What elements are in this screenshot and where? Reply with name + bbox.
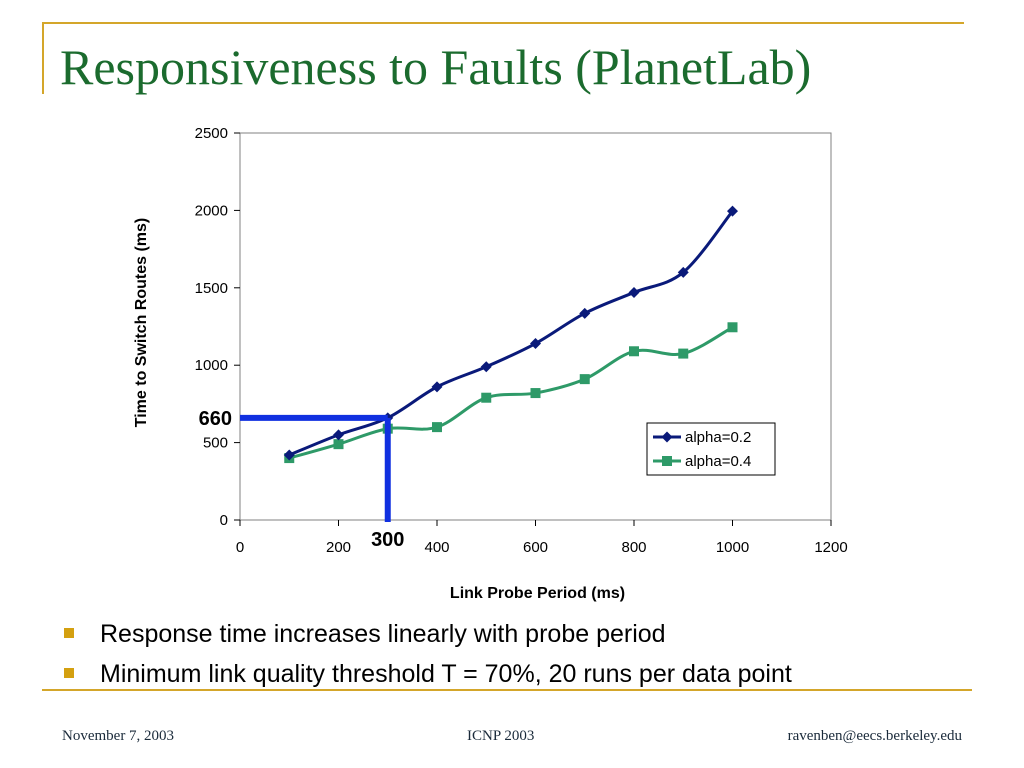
x-tick-label: 1200 (814, 539, 847, 556)
data-point-alpha-0-2 (677, 266, 689, 278)
data-point-alpha-0-2 (727, 205, 738, 217)
legend-marker-alpha-0-4 (662, 456, 672, 466)
data-point-alpha-0-4 (333, 439, 344, 450)
footer-date: November 7, 2003 (62, 728, 175, 744)
series-line-alpha-0-2 (288, 210, 734, 457)
data-point-alpha-0-4 (678, 348, 689, 359)
y-axis-label: Time to Switch Routes (ms) (133, 218, 150, 428)
annotation-label-x: 300 (371, 529, 404, 551)
data-point-alpha-0-4 (579, 374, 590, 385)
y-tick-label: 1500 (195, 280, 228, 297)
legend-label-alpha-0-2: alpha=0.2 (685, 429, 751, 446)
data-point-alpha-0-4 (727, 322, 738, 333)
line-chart: 0 500 1000 1500 2000 2500 0 200 400 600 800 1000 120… (133, 125, 848, 602)
legend-box (646, 422, 776, 476)
x-tick-label: 800 (621, 539, 646, 556)
x-tick-label: 200 (326, 539, 351, 556)
x-tick-label: 600 (523, 539, 548, 556)
x-tick-label: 400 (424, 539, 449, 556)
y-tick-label: 500 (203, 435, 228, 452)
data-point-alpha-0-4 (432, 422, 442, 433)
x-tick-label: 0 (236, 539, 244, 556)
footer-rule (42, 689, 972, 691)
bullet-list: Response time increases linearly with pr… (62, 614, 792, 694)
data-point-alpha-0-2 (333, 429, 344, 441)
title-frame-left-rule (42, 22, 44, 94)
y-tick-label: 2500 (195, 125, 228, 142)
y-tick-label: 1000 (195, 357, 228, 374)
data-point-alpha-0-2 (530, 338, 541, 350)
title-frame-top-rule (42, 22, 964, 24)
x-axis-label: Link Probe Period (ms) (450, 585, 625, 602)
data-point-alpha-0-2 (283, 449, 295, 461)
slide-title: Responsiveness to Faults (PlanetLab) (60, 39, 812, 95)
data-point-alpha-0-4 (481, 392, 492, 403)
data-point-alpha-0-2 (579, 307, 591, 319)
bullet-item: Response time increases linearly with pr… (62, 614, 792, 654)
footer-email: ravenben@eecs.berkeley.edu (787, 728, 962, 744)
square-bullet-icon (64, 668, 74, 678)
data-point-alpha-0-2 (431, 381, 443, 393)
x-tick-label: 1000 (716, 539, 749, 556)
bullet-text: Response time increases linearly with pr… (100, 620, 666, 648)
data-point-alpha-0-2 (628, 286, 640, 298)
bullet-item: Minimum link quality threshold T = 70%, … (62, 654, 792, 694)
legend-label-alpha-0-4: alpha=0.4 (685, 453, 751, 470)
y-tick-label: 2000 (195, 202, 228, 219)
y-tick-label: 0 (220, 512, 228, 529)
data-point-alpha-0-4 (629, 346, 639, 357)
legend-marker-alpha-0-2 (661, 431, 673, 443)
square-bullet-icon (64, 628, 74, 638)
bullet-text: Minimum link quality threshold T = 70%, … (100, 660, 792, 688)
data-point-alpha-0-4 (530, 388, 541, 399)
data-point-alpha-0-2 (480, 361, 492, 373)
annotation-label-y: 660 (199, 408, 232, 430)
series-line-alpha-0-4 (288, 325, 734, 460)
footer-conference: ICNP 2003 (467, 728, 535, 744)
